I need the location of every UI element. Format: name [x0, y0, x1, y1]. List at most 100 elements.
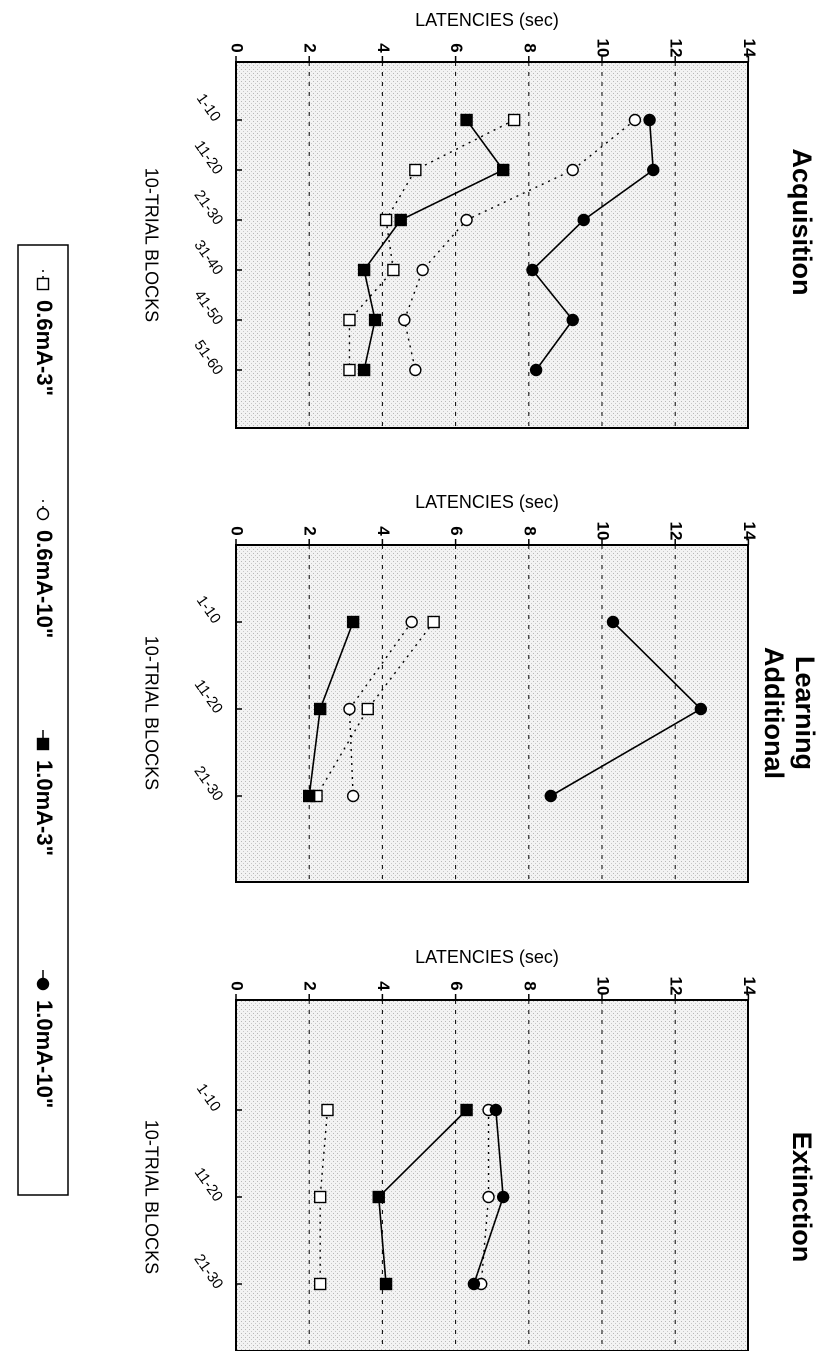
category-label: 11-20 — [191, 138, 226, 178]
category-label: 21-30 — [190, 187, 226, 228]
series-1 — [310, 615, 440, 803]
series-4 — [526, 113, 660, 377]
series-3 — [303, 615, 360, 803]
data-point — [303, 789, 316, 803]
legend-label: 1.0mA-3" — [32, 760, 57, 856]
tick-label: 12 — [667, 522, 686, 541]
data-point — [643, 113, 656, 127]
data-point — [313, 1190, 327, 1204]
legend-label: 0.6mA-10" — [32, 530, 57, 638]
data-point — [496, 1190, 510, 1204]
data-point — [460, 113, 473, 127]
legend: 0.6mA-3" 0.6mA-10" 1.0mA-3" 1.0mA-10" — [17, 244, 69, 1196]
chart-panel-3: 0 2 4 6 8 10 12 14 LATENCIES (sec) Extinction 10-T… — [141, 947, 817, 1351]
chart-panel-1: 0 2 4 6 8 10 12 14 LATENCIES (sec) Acquisition 10-… — [141, 10, 817, 429]
data-point — [694, 702, 708, 716]
chart-title: Extinction — [787, 1132, 817, 1263]
tick-label: 6 — [447, 981, 466, 990]
data-point — [566, 163, 579, 177]
chart-panel-2: 0 2 4 6 8 10 12 14 LATENCIES (sec) Additional Lear… — [141, 492, 820, 883]
data-point — [507, 113, 521, 127]
series-line — [363, 119, 505, 371]
tick-label: 14 — [740, 522, 759, 541]
legend-marker — [36, 277, 50, 291]
series-line — [480, 1110, 490, 1285]
legend-label: 1.0mA-10" — [32, 1000, 57, 1108]
category-label: 1-10 — [193, 593, 224, 627]
legend-box — [17, 244, 69, 1196]
series-line — [319, 1109, 329, 1284]
data-point — [343, 363, 356, 377]
legend-label: 0.6mA-3" — [32, 300, 57, 396]
data-point — [482, 1190, 495, 1204]
chart-title: Learning — [790, 656, 820, 770]
legend-item: 0.6mA-3" — [32, 270, 57, 396]
series-3 — [357, 113, 510, 377]
category-label: 11-20 — [191, 1165, 226, 1205]
series-2 — [343, 615, 418, 803]
data-point — [357, 363, 371, 377]
data-point — [372, 1190, 385, 1204]
category-label: 1-10 — [193, 91, 224, 125]
data-point — [416, 263, 429, 277]
axis-label-blocks: 10-TRIAL BLOCKS — [141, 168, 161, 322]
data-point — [394, 213, 407, 227]
tick-label: 4 — [374, 526, 393, 536]
series-3 — [372, 1103, 473, 1291]
series-1 — [343, 113, 521, 377]
data-point — [409, 163, 422, 177]
chart-title: Acquisition — [787, 149, 817, 296]
category-label: 51-60 — [190, 337, 226, 378]
data-point — [313, 702, 327, 716]
tick-label: 6 — [447, 43, 466, 52]
tick-label: 2 — [301, 43, 320, 52]
legend-marker — [36, 977, 50, 991]
data-point — [566, 313, 579, 327]
data-point — [460, 1103, 473, 1117]
data-point — [343, 313, 356, 327]
tick-label: 14 — [740, 39, 759, 58]
tick-label: 0 — [228, 981, 247, 990]
tick-label: 8 — [520, 43, 539, 52]
plot-area — [235, 61, 749, 429]
data-point — [313, 1277, 327, 1291]
data-point — [361, 702, 374, 716]
legend-marker — [36, 507, 50, 521]
axis-label-latency: LATENCIES (sec) — [415, 947, 559, 967]
data-point — [427, 615, 440, 629]
plot-area — [235, 544, 749, 883]
series-1 — [313, 1103, 334, 1291]
legend-item: 1.0mA-3" — [32, 730, 57, 856]
plot-area — [235, 999, 749, 1351]
tick-label: 4 — [374, 43, 393, 53]
category-label: 41-50 — [190, 287, 226, 328]
data-point — [321, 1103, 334, 1117]
tick-label: 10 — [594, 522, 613, 541]
data-point — [346, 789, 360, 803]
series-2 — [398, 113, 642, 377]
data-point — [379, 213, 393, 227]
series-4 — [544, 615, 708, 803]
tick-label: 14 — [740, 977, 759, 996]
axis-label-blocks: 10-TRIAL BLOCKS — [141, 636, 161, 790]
data-point — [346, 615, 360, 629]
category-label: 21-30 — [190, 763, 226, 804]
data-point — [460, 213, 473, 227]
data-point — [467, 1277, 481, 1291]
tick-label: 8 — [520, 526, 539, 535]
data-point — [526, 263, 539, 277]
data-point — [544, 789, 557, 803]
series-line — [531, 119, 655, 371]
data-point — [647, 163, 660, 177]
data-point — [357, 263, 371, 277]
legend-item: 0.6mA-10" — [32, 500, 57, 638]
tick-label: 2 — [301, 981, 320, 990]
legend-item: 1.0mA-10" — [32, 970, 57, 1108]
tick-label: 0 — [228, 43, 247, 52]
data-point — [405, 615, 418, 629]
series-line — [348, 119, 515, 370]
category-label: 21-30 — [190, 1251, 226, 1292]
data-point — [489, 1103, 503, 1117]
axis-label-latency: LATENCIES (sec) — [415, 492, 559, 512]
